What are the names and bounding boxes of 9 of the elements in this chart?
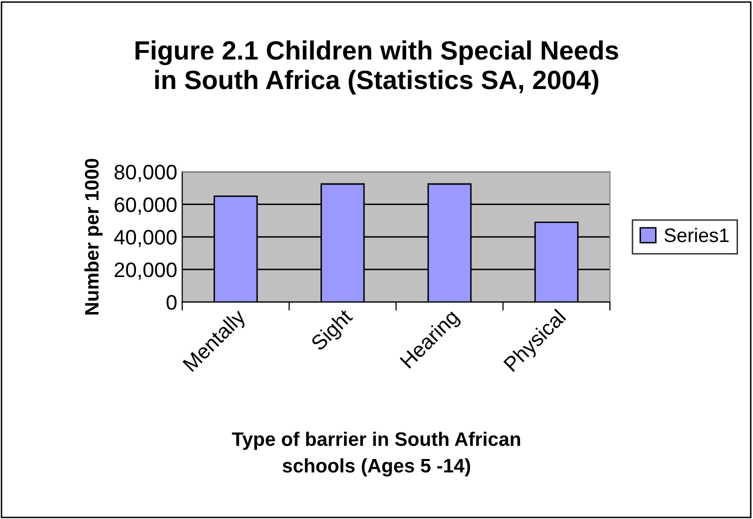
y-axis-title: Number per 1000	[84, 158, 103, 315]
y-tick-label: 80,000	[114, 164, 177, 182]
legend-label: Series1	[664, 228, 729, 242]
y-tick-label: 0	[166, 295, 177, 310]
y-tick-label: 40,000	[114, 230, 177, 248]
y-tick-label: 20,000	[114, 262, 177, 280]
x-axis-title: Type of barrier in South African schools (Ages 5 -14)	[232, 432, 520, 477]
chart-title: Figure 2.1 Children with Special Needs in South Africa (Statistics SA, 2004)	[136, 40, 618, 95]
y-tick-label: 60,000	[114, 197, 177, 215]
